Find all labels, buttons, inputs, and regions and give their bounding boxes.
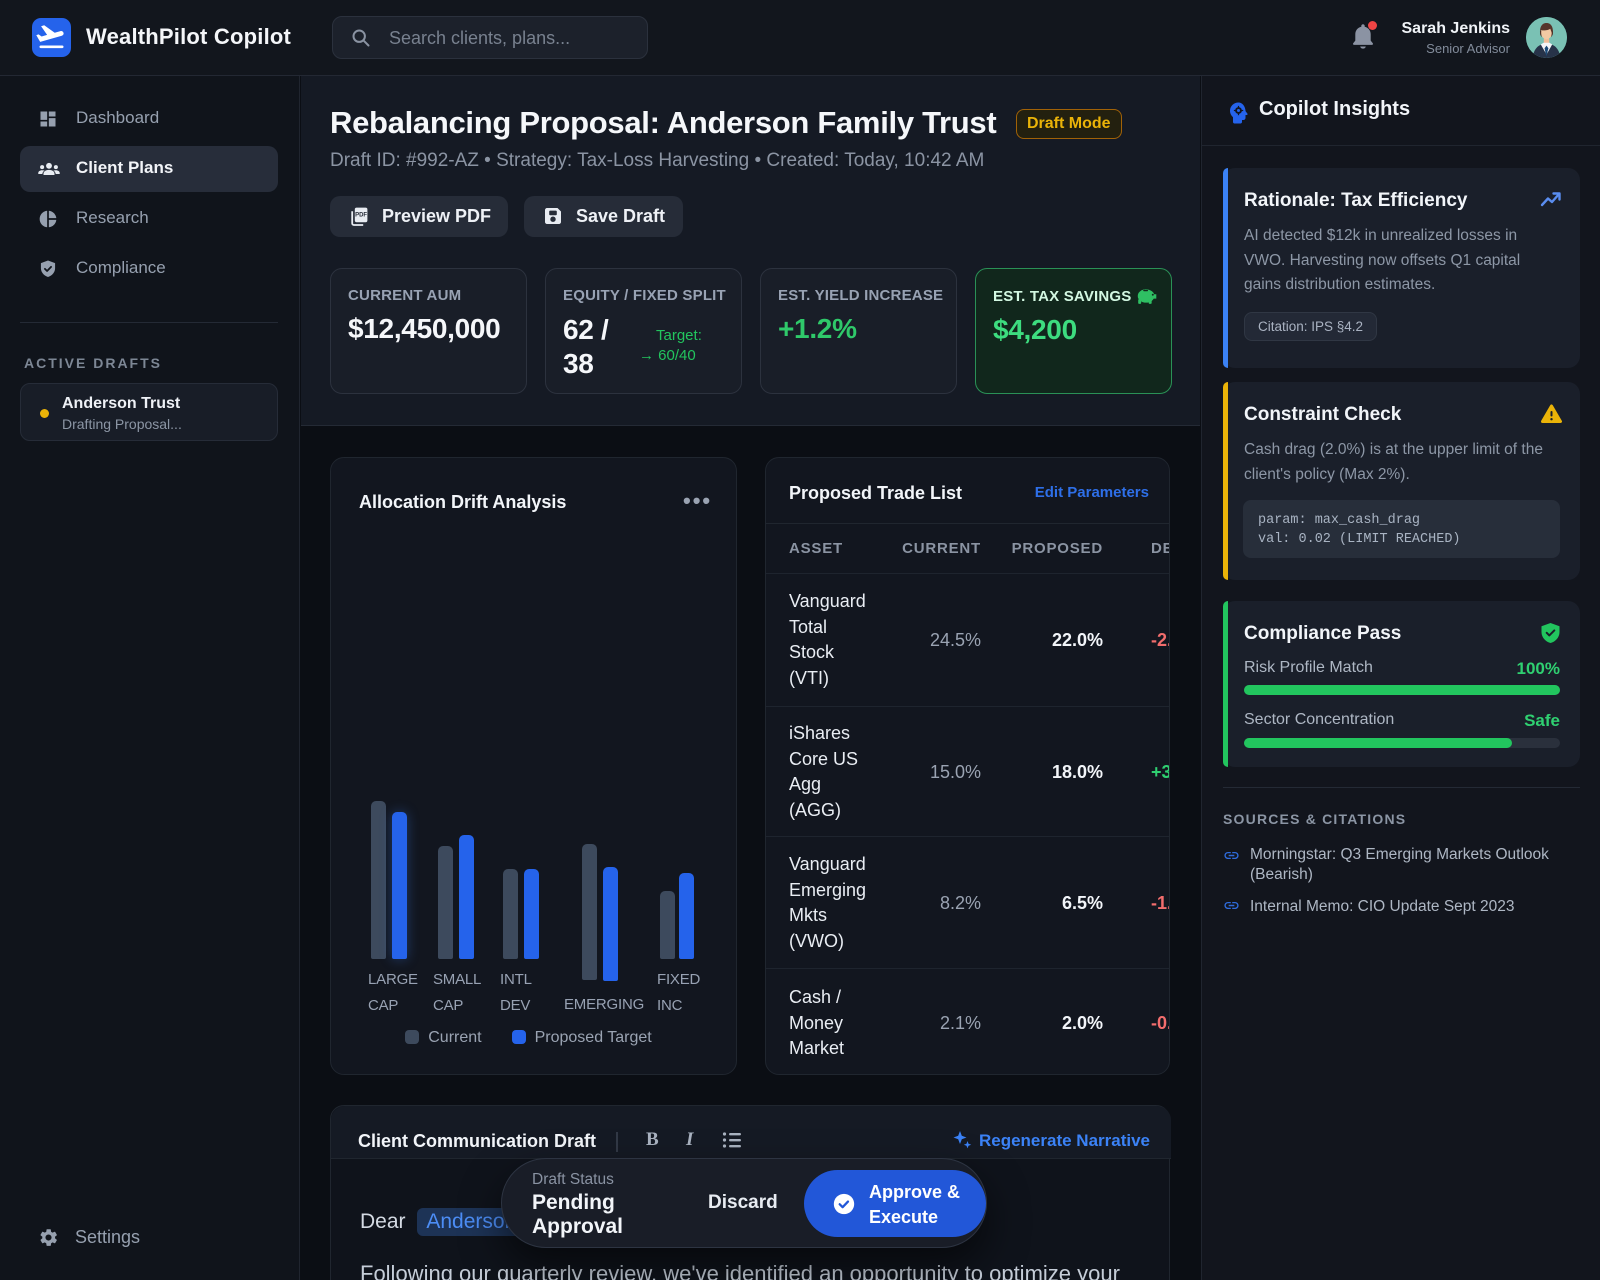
svg-text:PDF: PDF <box>355 213 367 219</box>
